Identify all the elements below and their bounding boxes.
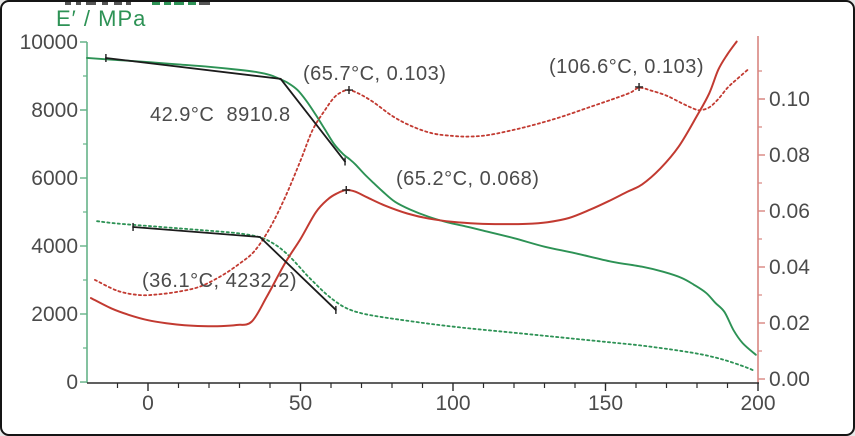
- clipped-title-fragment: [126, 2, 131, 5]
- left-tick-label: 0: [66, 371, 78, 394]
- right-tick-label: 0.02: [769, 312, 810, 335]
- clipped-title-fragment: [114, 2, 122, 5]
- right-tick-label: 0.08: [769, 144, 810, 167]
- left-tick-label: 4000: [31, 235, 78, 258]
- annotation-onset-run2: (36.1°C, 4232.2): [142, 270, 297, 292]
- x-tick-label: 200: [740, 392, 775, 415]
- annotation-peak-106-6: (106.6°C, 0.103): [549, 56, 704, 78]
- x-tick-label: 50: [289, 392, 312, 415]
- clipped-title-fragment: [199, 2, 210, 5]
- clipped-title-fragment: [188, 2, 196, 5]
- left-tick-label: 10000: [20, 31, 78, 54]
- annotation-peak-65-2: (65.2°C, 0.068): [396, 168, 540, 190]
- onset-tangent-upper: [105, 57, 346, 163]
- right-tick-label: 0.06: [769, 200, 810, 223]
- clipped-title-fragment: [86, 2, 96, 5]
- x-tick-label: 0: [142, 392, 154, 415]
- x-tick-label: 100: [435, 392, 470, 415]
- tan-delta-dotted: [94, 68, 750, 297]
- clipped-title-fragment: [174, 2, 184, 5]
- right-tick-label: 0.00: [769, 368, 810, 391]
- tan-delta-solid: [89, 40, 738, 328]
- left-tick-label: 6000: [31, 167, 78, 190]
- onset-tangent-lower: [132, 226, 337, 311]
- annotation-peak-65-7: (65.7°C, 0.103): [303, 63, 447, 85]
- clipped-title-fragment: [76, 2, 81, 5]
- clipped-title-fragment: [164, 2, 171, 5]
- left-axis-title: E′ / MPa: [56, 6, 147, 31]
- storage-modulus-dotted: [96, 220, 755, 372]
- annotation-onset-run1: 42.9°C 8910.8: [150, 104, 291, 126]
- clipped-title-fragment: [65, 2, 71, 5]
- left-tick-label: 2000: [31, 303, 78, 326]
- right-tick-label: 0.04: [769, 256, 810, 279]
- right-tick-label: 0.10: [769, 88, 810, 111]
- x-tick-label: 150: [588, 392, 623, 415]
- clipped-title-fragment: [102, 2, 108, 5]
- storage-modulus-solid: [86, 57, 757, 356]
- clipped-title-fragment: [152, 2, 160, 5]
- left-tick-label: 8000: [31, 99, 78, 122]
